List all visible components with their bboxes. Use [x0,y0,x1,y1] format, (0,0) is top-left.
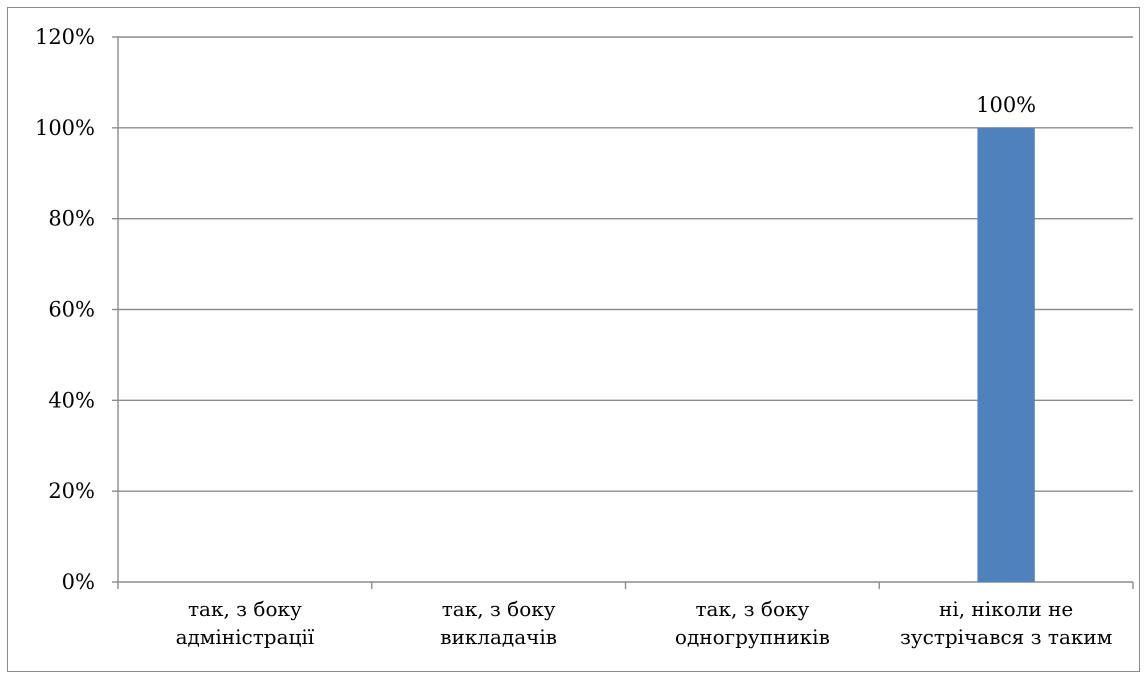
y-tick-label: 20% [48,479,95,503]
chart-frame [7,7,1140,672]
y-tick-label: 120% [35,25,95,49]
data-labels: 100% [976,93,1036,117]
y-tick-label: 40% [48,388,95,412]
bars [977,127,1035,582]
category-label: викладачів [440,625,557,649]
y-tick-label: 100% [35,116,95,140]
data-label: 100% [976,93,1036,117]
category-label: одногрупників [675,625,830,649]
category-labels: так, з боку адміністрації так, з боку викла… [176,597,1113,649]
y-tick-label: 60% [48,298,95,322]
y-tick-label: 80% [48,207,95,231]
category-label: так, з боку [442,597,556,621]
gridlines [118,36,1133,492]
category-label: так, з боку [695,597,809,621]
category-label: адміністрації [176,625,315,649]
y-tick-labels: 0% 20% 40% 60% 80% 100% 120% [35,25,95,594]
bar [977,127,1035,582]
category-label: ні, ніколи не [939,597,1073,621]
axes [112,36,1134,589]
category-label: зустрічався з таким [900,625,1112,649]
category-label: так, з боку [188,597,302,621]
y-tick-label: 0% [62,570,95,594]
